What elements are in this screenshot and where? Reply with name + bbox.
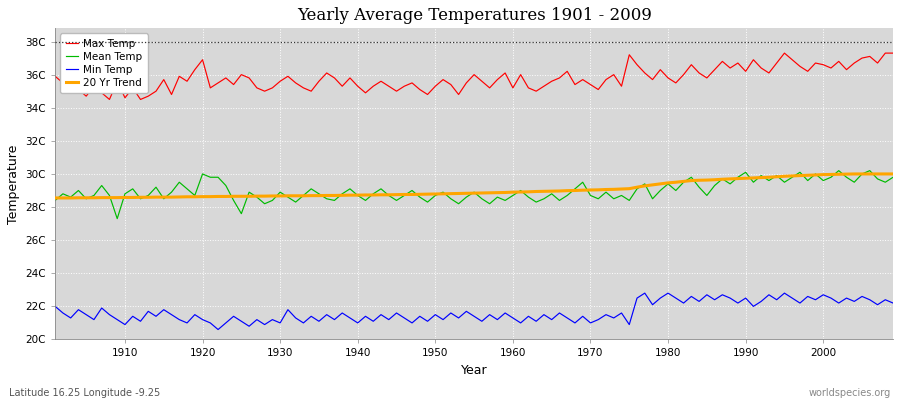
20 Yr Trend [329,193,340,198]
Mean Temp [291,200,302,204]
Max Temp [291,80,302,85]
Title: Yearly Average Temperatures 1901 - 2009: Yearly Average Temperatures 1901 - 2009 [297,7,652,24]
Max Temp [516,72,526,77]
Min Temp [112,317,122,322]
Min Temp [291,316,302,320]
Line: Min Temp: Min Temp [55,293,893,330]
Min Temp [212,327,223,332]
Text: Latitude 16.25 Longitude -9.25: Latitude 16.25 Longitude -9.25 [9,388,160,398]
Mean Temp [50,198,60,203]
Min Temp [50,304,60,309]
20 Yr Trend [849,172,859,176]
Mean Temp [337,192,347,196]
Line: Mean Temp: Mean Temp [55,171,893,219]
Max Temp [887,51,898,56]
Max Temp [508,86,518,90]
Max Temp [779,51,790,56]
20 Yr Trend [887,172,898,176]
Line: Max Temp: Max Temp [55,53,893,100]
Mean Temp [112,216,122,221]
Max Temp [120,95,130,100]
Mean Temp [120,192,130,196]
Y-axis label: Temperature: Temperature [7,144,20,224]
Min Temp [608,316,619,320]
Mean Temp [887,175,898,180]
20 Yr Trend [283,193,293,198]
Max Temp [50,74,60,79]
Max Temp [608,72,619,77]
20 Yr Trend [500,190,510,195]
Text: worldspecies.org: worldspecies.org [809,388,891,398]
X-axis label: Year: Year [461,364,488,377]
Legend: Max Temp, Mean Temp, Min Temp, 20 Yr Trend: Max Temp, Mean Temp, Min Temp, 20 Yr Tre… [60,34,148,93]
Mean Temp [508,193,518,198]
Min Temp [508,316,518,320]
20 Yr Trend [50,196,60,200]
20 Yr Trend [600,187,611,192]
20 Yr Trend [112,195,122,200]
Mean Temp [516,188,526,193]
Mean Temp [608,196,619,201]
Min Temp [639,291,650,296]
Min Temp [337,310,347,315]
Mean Temp [833,168,844,173]
Line: 20 Yr Trend: 20 Yr Trend [55,174,893,198]
Max Temp [337,84,347,89]
Min Temp [516,320,526,325]
Max Temp [104,97,115,102]
20 Yr Trend [508,190,518,194]
Min Temp [887,301,898,306]
